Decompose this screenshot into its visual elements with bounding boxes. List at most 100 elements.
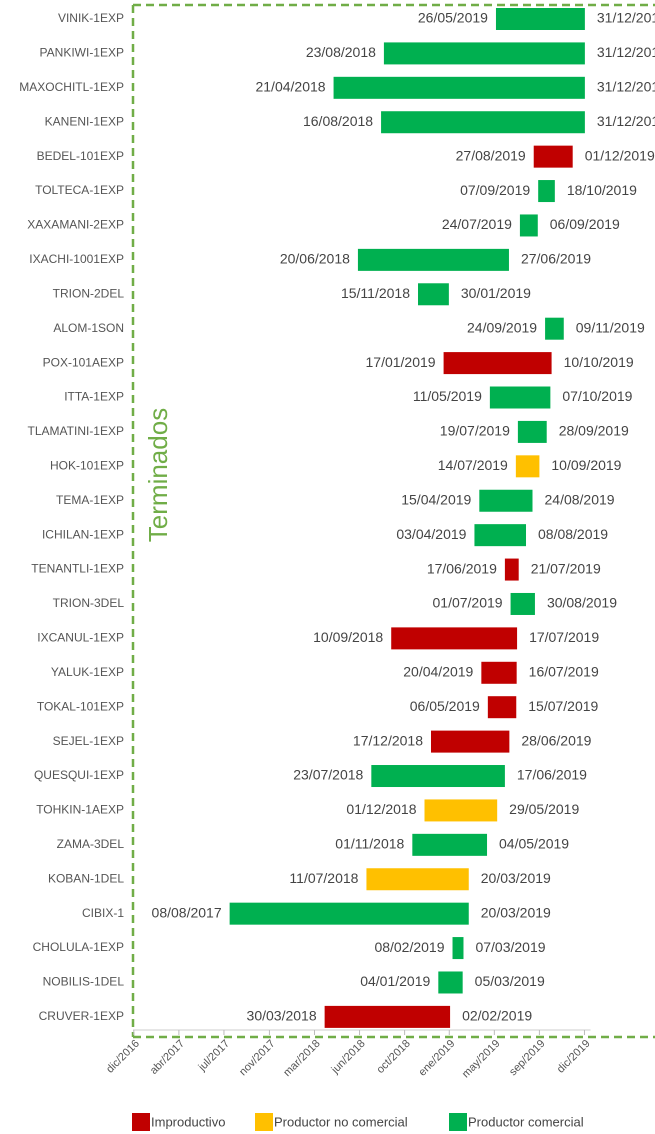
end-label: 05/03/2019 [475, 973, 545, 989]
bar [229, 902, 469, 925]
category-label: TLAMATINI-1EXP [28, 424, 124, 438]
category-label: CRUVER-1EXP [39, 1009, 124, 1023]
bar [495, 8, 585, 30]
category-label: TEMA-1EXP [56, 493, 124, 507]
category-label: TRION-3DEL [53, 596, 125, 610]
start-label: 30/03/2018 [247, 1008, 317, 1024]
legend-swatch [449, 1113, 467, 1131]
start-label: 23/08/2018 [306, 44, 376, 60]
bar [424, 799, 498, 822]
end-label: 17/06/2019 [517, 767, 587, 783]
category-label: TRION-2DEL [53, 286, 125, 300]
bar [324, 1005, 451, 1028]
x-tick-label: abr/2017 [148, 1038, 187, 1077]
group-label: Terminados [143, 408, 173, 542]
category-label: IXCANUL-1EXP [37, 631, 124, 645]
category-label: IXACHI-1001EXP [29, 252, 124, 266]
bar [383, 42, 585, 65]
start-label: 10/09/2018 [313, 629, 383, 645]
category-label: PANKIWI-1EXP [40, 46, 124, 60]
end-label: 28/09/2019 [559, 423, 629, 439]
end-label: 20/03/2019 [481, 904, 551, 920]
end-label: 30/08/2019 [547, 595, 617, 611]
category-label: CHOLULA-1EXP [33, 940, 124, 954]
end-label: 07/03/2019 [475, 939, 545, 955]
start-label: 17/06/2019 [427, 560, 497, 576]
start-label: 11/05/2019 [413, 388, 482, 404]
start-label: 24/07/2019 [442, 216, 512, 232]
start-label: 15/04/2019 [401, 491, 471, 507]
end-label: 07/10/2019 [562, 388, 632, 404]
bar [481, 661, 517, 684]
bar [504, 558, 519, 581]
start-label: 01/12/2018 [346, 801, 416, 817]
x-tick-label: may/2019 [460, 1038, 503, 1081]
end-label: 17/07/2019 [529, 629, 599, 645]
end-label: 30/01/2019 [461, 285, 531, 301]
end-label: 10/10/2019 [564, 354, 634, 370]
start-label: 06/05/2019 [410, 698, 480, 714]
end-label: 15/07/2019 [528, 698, 598, 714]
bar [545, 317, 564, 340]
start-label: 16/08/2018 [303, 113, 373, 129]
category-label: TOHKIN-1AEXP [36, 803, 124, 817]
start-label: 20/06/2018 [280, 251, 350, 267]
end-label: 24/08/2019 [545, 491, 615, 507]
bar [333, 76, 585, 99]
start-label: 04/01/2019 [360, 973, 430, 989]
category-label: YALUK-1EXP [51, 665, 124, 679]
end-label: 31/12/2019 [597, 10, 655, 26]
category-label: QUESQUI-1EXP [34, 768, 124, 782]
start-label: 27/08/2019 [456, 147, 526, 163]
x-tick-label: dic/2016 [104, 1038, 142, 1076]
end-label: 06/09/2019 [550, 216, 620, 232]
end-label: 08/08/2019 [538, 526, 608, 542]
bar [371, 765, 505, 788]
bar [515, 455, 540, 478]
end-label: 04/05/2019 [499, 836, 569, 852]
start-label: 19/07/2019 [440, 423, 510, 439]
start-label: 14/07/2019 [438, 457, 508, 473]
x-tick-label: ene/2019 [417, 1038, 458, 1079]
category-label: TOKAL-101EXP [37, 699, 124, 713]
category-label: XAXAMANI-2EXP [27, 218, 124, 232]
category-label: KOBAN-1DEL [48, 871, 124, 885]
legend-swatch [132, 1113, 150, 1131]
bar [431, 730, 510, 753]
bar [443, 352, 552, 375]
x-tick-label: mar/2018 [281, 1038, 322, 1079]
bar [357, 248, 509, 271]
start-label: 03/04/2019 [396, 526, 466, 542]
start-label: 21/04/2018 [255, 79, 325, 95]
end-label: 31/12/2019 [597, 79, 655, 95]
bar [538, 180, 555, 203]
group-box [131, 3, 655, 1039]
category-label: ITTA-1EXP [64, 390, 124, 404]
start-label: 01/07/2019 [433, 595, 503, 611]
end-label: 16/07/2019 [529, 663, 599, 679]
category-label: ALOM-1SON [53, 321, 124, 335]
bar [487, 696, 517, 719]
category-label: ZAMA-3DEL [57, 837, 125, 851]
category-label: VINIK-1EXP [58, 11, 124, 25]
bar [479, 489, 533, 512]
end-label: 20/03/2019 [481, 870, 551, 886]
category-label: CIBIX-1 [82, 906, 124, 920]
start-label: 07/09/2019 [460, 182, 530, 198]
category-label: ICHILAN-1EXP [42, 527, 124, 541]
category-label: BEDEL-101EXP [37, 149, 124, 163]
category-label: NOBILIS-1DEL [43, 975, 125, 989]
category-label: MAXOCHITL-1EXP [19, 80, 124, 94]
end-label: 31/12/2019 [597, 44, 655, 60]
start-label: 20/04/2019 [403, 663, 473, 679]
legend-label: Productor no comercial [274, 1114, 408, 1129]
legend-swatch [255, 1113, 273, 1131]
x-tick-label: dic/2019 [555, 1038, 593, 1076]
start-label: 23/07/2018 [293, 767, 363, 783]
end-label: 21/07/2019 [531, 560, 601, 576]
bar [438, 971, 463, 994]
bar [489, 386, 551, 409]
bar [366, 868, 469, 891]
category-label: KANENI-1EXP [45, 114, 124, 128]
